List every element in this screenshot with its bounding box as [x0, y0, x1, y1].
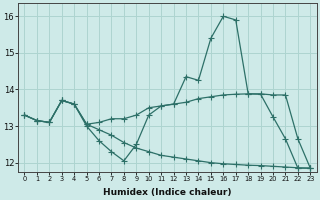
- X-axis label: Humidex (Indice chaleur): Humidex (Indice chaleur): [103, 188, 232, 197]
